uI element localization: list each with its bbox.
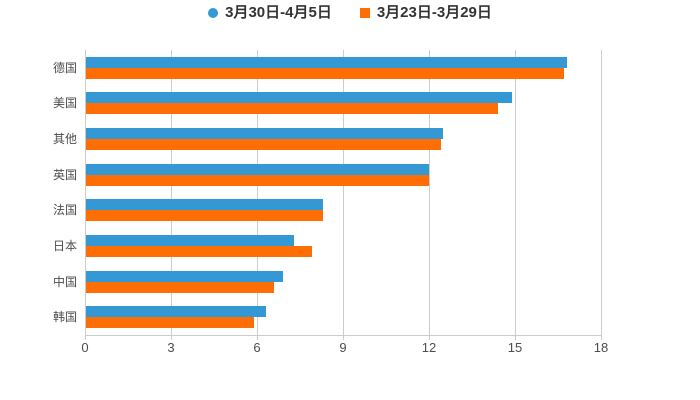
- bar-series0-法国: [86, 199, 323, 211]
- category-label: 法国: [52, 203, 77, 218]
- bar-series1-英国: [86, 174, 429, 186]
- axis-tick: [171, 335, 172, 340]
- bar-series0-中国: [86, 270, 283, 282]
- gridline: [171, 50, 172, 335]
- x-tick-label: 6: [253, 340, 261, 355]
- gridline: [515, 50, 516, 335]
- legend-marker-square-icon: [359, 8, 370, 18]
- bar-series1-韩国: [86, 317, 255, 329]
- bar-series1-中国: [86, 281, 275, 293]
- gridline: [601, 50, 602, 335]
- x-tick-label: 15: [507, 340, 523, 355]
- axis-tick: [343, 335, 344, 340]
- bar-series0-英国: [86, 163, 429, 175]
- gridline: [429, 50, 430, 335]
- legend-item-0[interactable]: 3月30日-4月5日: [208, 4, 332, 22]
- x-tick-label: 0: [81, 340, 89, 355]
- gridline: [343, 50, 344, 335]
- legend-label: 3月30日-4月5日: [225, 4, 332, 21]
- category-label: 德国: [52, 60, 77, 75]
- category-label: 其他: [52, 132, 77, 147]
- legend-label: 3月23日-3月29日: [376, 4, 492, 21]
- gridline: [257, 50, 258, 335]
- category-label: 英国: [52, 167, 77, 182]
- axis-tick: [85, 335, 86, 340]
- bar-series0-其他: [86, 128, 444, 140]
- gridline: [85, 50, 86, 335]
- bar-series1-德国: [86, 67, 564, 79]
- bar-series1-日本: [86, 245, 312, 257]
- x-tick-label: 3: [167, 340, 175, 355]
- x-tick-label: 12: [421, 340, 437, 355]
- legend-marker-circle-icon: [208, 8, 219, 18]
- category-label: 美国: [52, 96, 77, 111]
- bar-series1-法国: [86, 210, 323, 222]
- x-tick-label: 9: [339, 340, 347, 355]
- plot-area: [85, 50, 602, 335]
- x-tick-label: 18: [593, 340, 609, 355]
- bar-series0-韩国: [86, 306, 266, 318]
- bar-series0-德国: [86, 56, 567, 68]
- axis-tick: [429, 335, 430, 340]
- bar-series0-日本: [86, 234, 295, 246]
- chart-legend: 3月30日-4月5日 3月23日-3月29日: [0, 4, 700, 22]
- axis-tick: [257, 335, 258, 340]
- axis-tick: [515, 335, 516, 340]
- category-label: 中国: [52, 274, 77, 289]
- legend-item-1[interactable]: 3月23日-3月29日: [359, 4, 492, 22]
- axis-tick: [601, 335, 602, 340]
- bar-series0-美国: [86, 92, 513, 104]
- category-label: 韩国: [52, 310, 77, 325]
- bar-series1-其他: [86, 139, 441, 151]
- bar-series1-美国: [86, 103, 498, 115]
- category-label: 日本: [52, 238, 77, 253]
